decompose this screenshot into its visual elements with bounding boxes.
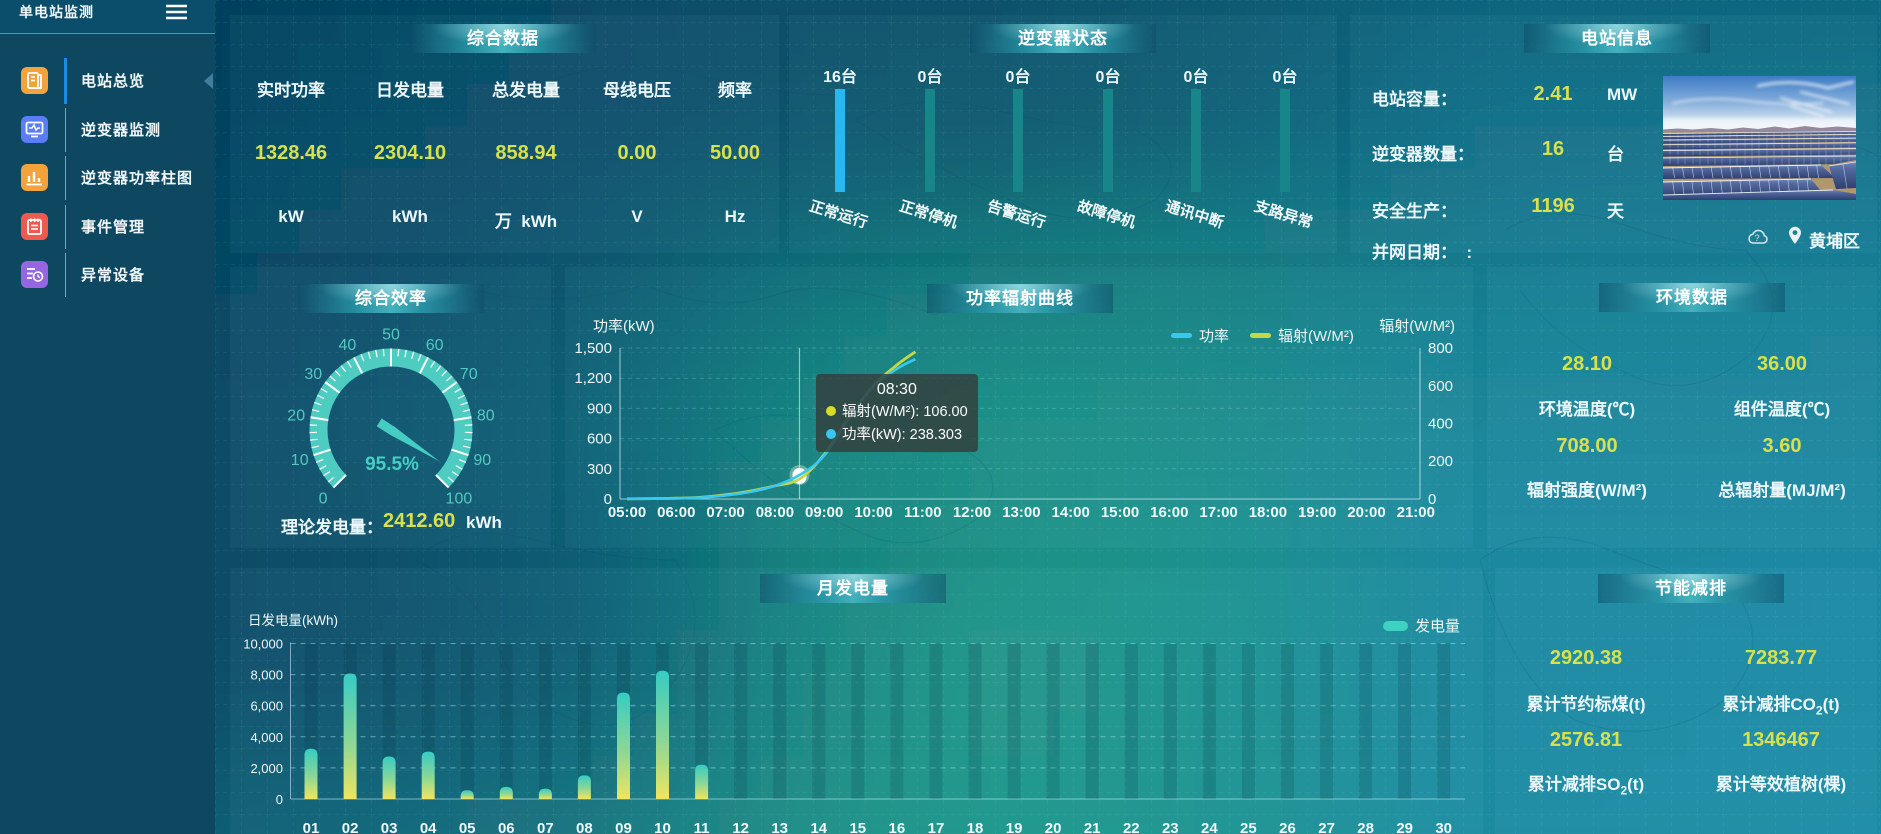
svg-text:13: 13: [771, 820, 788, 834]
svg-text:900: 900: [587, 400, 612, 417]
svg-text:21: 21: [1084, 820, 1101, 834]
svg-text:23: 23: [1162, 820, 1179, 834]
svg-text:03: 03: [381, 820, 398, 834]
svg-text:20: 20: [287, 408, 305, 425]
svg-text:05:00: 05:00: [608, 504, 646, 521]
svg-text:17:00: 17:00: [1199, 504, 1237, 521]
svg-text:30: 30: [1435, 820, 1452, 834]
svg-text:29: 29: [1396, 820, 1413, 834]
svg-text:20:00: 20:00: [1347, 504, 1385, 521]
svg-text:01: 01: [303, 820, 320, 834]
svg-text:1,500: 1,500: [574, 340, 612, 357]
svg-text:0: 0: [319, 490, 328, 507]
svg-text:08:00: 08:00: [756, 504, 794, 521]
svg-text:12: 12: [732, 820, 749, 834]
svg-text:07:00: 07:00: [706, 504, 744, 521]
svg-text:40: 40: [339, 337, 357, 354]
svg-text:16:00: 16:00: [1150, 504, 1188, 521]
svg-text:30: 30: [304, 366, 322, 383]
svg-text:辐射(W/M²): 辐射(W/M²): [1379, 318, 1455, 335]
svg-text:08: 08: [576, 820, 593, 834]
svg-text:0: 0: [276, 792, 283, 807]
svg-text:11:00: 11:00: [904, 504, 942, 521]
svg-text:06:00: 06:00: [657, 504, 695, 521]
svg-text:10,000: 10,000: [243, 637, 283, 652]
svg-text:06: 06: [498, 820, 515, 834]
svg-text:800: 800: [1428, 340, 1453, 357]
svg-text:95.5%: 95.5%: [365, 454, 419, 475]
svg-text:13:00: 13:00: [1002, 504, 1040, 521]
svg-text:600: 600: [587, 431, 612, 448]
svg-text:09: 09: [615, 820, 632, 834]
svg-text:10: 10: [654, 820, 671, 834]
svg-text:2,000: 2,000: [250, 761, 283, 776]
svg-text:200: 200: [1428, 453, 1453, 470]
svg-text:18: 18: [967, 820, 984, 834]
svg-text:28: 28: [1357, 820, 1374, 834]
svg-text:90: 90: [473, 452, 491, 469]
svg-text:8,000: 8,000: [250, 668, 283, 683]
svg-text:22: 22: [1123, 820, 1140, 834]
svg-text:发电量: 发电量: [1415, 618, 1460, 635]
svg-text:400: 400: [1428, 416, 1453, 433]
svg-text:25: 25: [1240, 820, 1257, 834]
svg-text:功率(kW): 功率(kW): [593, 318, 655, 335]
svg-text:05: 05: [459, 820, 476, 834]
svg-text:26: 26: [1279, 820, 1296, 834]
svg-text:14:00: 14:00: [1052, 504, 1090, 521]
svg-text:14: 14: [810, 820, 827, 834]
svg-text:07: 07: [537, 820, 554, 834]
svg-text:11: 11: [694, 820, 710, 834]
svg-text:0: 0: [1428, 491, 1436, 508]
svg-text:60: 60: [426, 337, 444, 354]
svg-text:20: 20: [1045, 820, 1062, 834]
svg-text:19: 19: [1006, 820, 1023, 834]
svg-text:04: 04: [420, 820, 437, 834]
svg-text:100: 100: [446, 490, 473, 507]
svg-text:19:00: 19:00: [1298, 504, 1336, 521]
svg-text:10:00: 10:00: [854, 504, 892, 521]
svg-text:600: 600: [1428, 378, 1453, 395]
svg-text:?: ?: [1754, 233, 1759, 243]
svg-text:18:00: 18:00: [1249, 504, 1287, 521]
svg-text:0: 0: [604, 491, 612, 508]
svg-text:50: 50: [382, 327, 400, 344]
svg-text:80: 80: [477, 408, 495, 425]
svg-text:21:00: 21:00: [1397, 504, 1435, 521]
svg-text:300: 300: [587, 461, 612, 478]
svg-text:17: 17: [928, 820, 945, 834]
svg-text:16: 16: [889, 820, 906, 834]
svg-text:日发电量(kWh): 日发电量(kWh): [248, 613, 338, 628]
svg-text:12:00: 12:00: [953, 504, 991, 521]
svg-text:10: 10: [291, 452, 309, 469]
svg-text:15: 15: [849, 820, 866, 834]
svg-text:15:00: 15:00: [1101, 504, 1139, 521]
svg-text:09:00: 09:00: [805, 504, 843, 521]
svg-text:4,000: 4,000: [250, 730, 283, 745]
svg-text:6,000: 6,000: [250, 699, 283, 714]
svg-text:27: 27: [1318, 820, 1335, 834]
svg-text:02: 02: [342, 820, 359, 834]
svg-text:1,200: 1,200: [574, 370, 612, 387]
svg-text:24: 24: [1201, 820, 1218, 834]
svg-text:70: 70: [460, 366, 478, 383]
